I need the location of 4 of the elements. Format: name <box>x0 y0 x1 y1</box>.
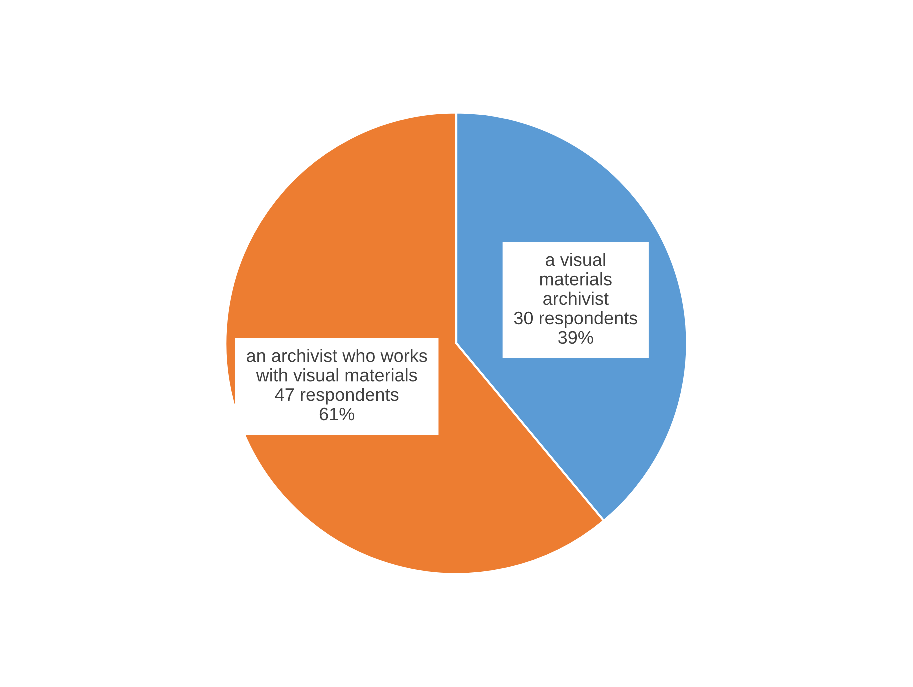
data-label: 47 respondents 61% <box>275 388 399 421</box>
slice-label: a visual materials archivist <box>540 253 612 306</box>
data-label: 30 respondents 39% <box>514 311 638 344</box>
slice-label: an archivist who works with visual materials <box>247 349 428 382</box>
